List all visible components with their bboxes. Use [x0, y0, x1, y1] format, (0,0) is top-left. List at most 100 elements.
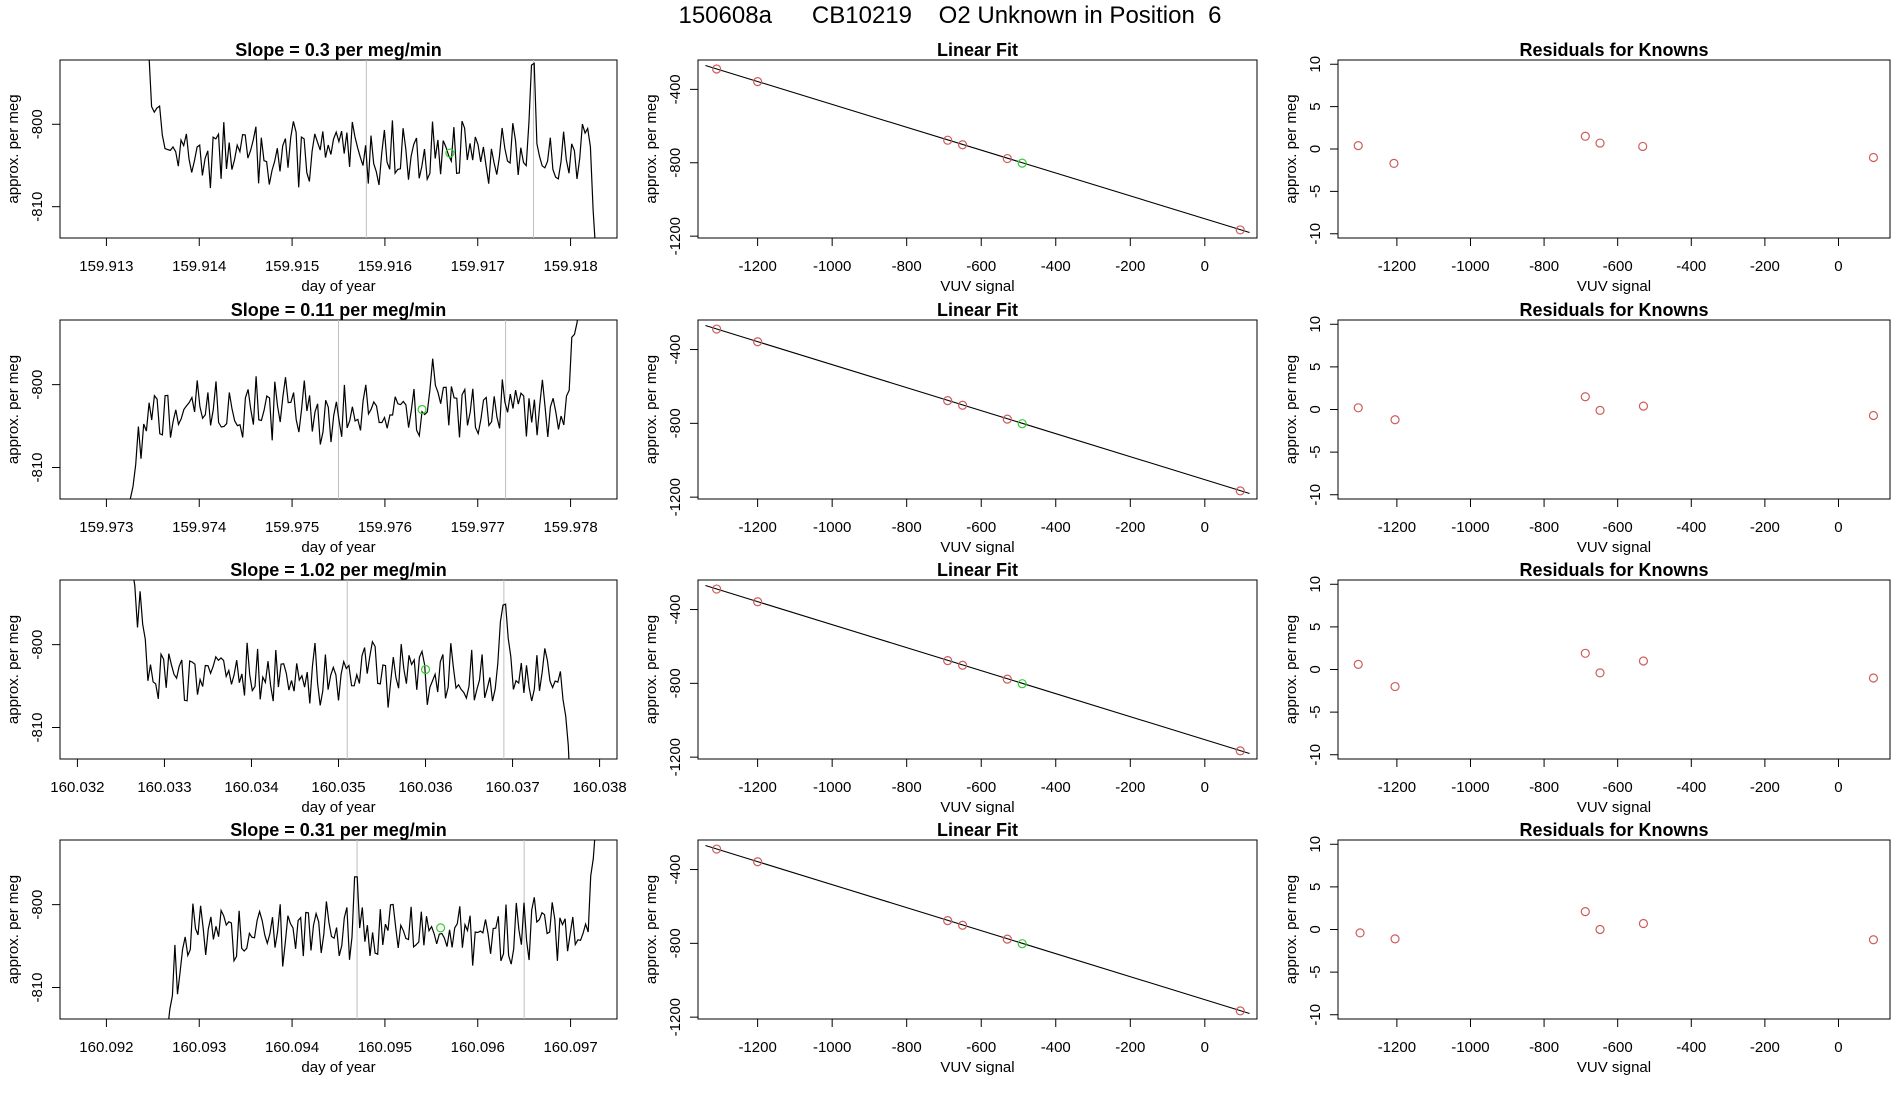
known-standard-point [1002, 414, 1012, 424]
y-tick-label: 0 [1307, 145, 1324, 153]
page-title: 150608a CB10219 O2 Unknown in Position 6 [678, 2, 1222, 29]
x-tick-label: -200 [1750, 258, 1780, 275]
y-tick-label: -800 [667, 408, 684, 438]
x-tick-label: -800 [892, 779, 922, 796]
x-axis-ticks: 159.913 159.914 159.915 159.916 159.917 159.9… [79, 237, 598, 275]
x-tick-label: -800 [892, 258, 922, 275]
x-tick-label: -600 [1603, 779, 1633, 796]
y-tick-label: 10 [1307, 576, 1324, 593]
plot-area [133, 580, 570, 759]
x-tick-label: -1000 [1451, 258, 1489, 275]
x-tick-label: 160.038 [572, 779, 626, 796]
y-tick-label: -10 [1307, 744, 1324, 766]
residual-point [1389, 158, 1399, 169]
y-axis-ticks: -1200 -800 -400 [667, 855, 698, 1036]
y-axis-label: approx. per meg [5, 94, 22, 203]
y-tick-label: -10 [1307, 1004, 1324, 1026]
x-tick-label: -1200 [1378, 258, 1416, 275]
signal-trace [133, 580, 570, 759]
panel-title: Slope = 0.3 per meg/min [235, 40, 442, 60]
known-standard-point [753, 857, 763, 867]
x-axis-ticks: 160.032 160.033 160.034 160.035 160.036 160.0… [50, 758, 627, 796]
fit-line [705, 585, 1250, 754]
x-axis-label: VUV signal [940, 539, 1014, 556]
x-axis-label: day of year [301, 278, 375, 295]
unknown-sample-point [417, 404, 427, 415]
x-tick-label: -1200 [1378, 779, 1416, 796]
signal-trace [129, 320, 578, 499]
known-standard-point [753, 597, 763, 607]
known-standard-point [712, 64, 722, 74]
x-tick-label: -200 [1750, 779, 1780, 796]
panel-title: Residuals for Knowns [1519, 300, 1708, 320]
x-tick-label: -1000 [1451, 779, 1489, 796]
y-tick-label: -800 [667, 928, 684, 958]
plot-frame [1337, 319, 1891, 500]
x-tick-label: 159.917 [451, 258, 505, 275]
residual-point [1595, 138, 1605, 148]
y-tick-label: -800 [29, 630, 46, 660]
x-tick-label: 0 [1834, 519, 1842, 536]
panel-linear_fit-row-2: Linear Fit VUV signal approx. per meg -1200… [643, 300, 1258, 556]
x-tick-label: -600 [966, 1039, 996, 1056]
x-tick-label: 0 [1201, 258, 1209, 275]
y-tick-label: -810 [29, 712, 46, 742]
x-tick-label: -1000 [1451, 1039, 1489, 1056]
x-tick-label: 159.977 [451, 519, 505, 536]
x-tick-label: 160.097 [543, 1039, 597, 1056]
panel-title: Linear Fit [937, 300, 1018, 320]
x-tick-label: 159.914 [172, 258, 226, 275]
x-tick-label: -1000 [1451, 519, 1489, 536]
x-tick-label: 160.033 [137, 779, 191, 796]
fit-line [705, 64, 1250, 234]
y-axis-ticks: -10 -5 0 5 10 [1307, 576, 1338, 766]
known-standard-point [943, 656, 953, 666]
y-tick-label: -800 [29, 890, 46, 920]
panel-title: Slope = 1.02 per meg/min [230, 560, 447, 580]
y-axis-ticks: -810 -800 [29, 890, 60, 1003]
plot-frame [697, 839, 1258, 1020]
x-axis-label: VUV signal [940, 278, 1014, 295]
known-standard-point [943, 396, 953, 406]
x-tick-label: -1000 [813, 779, 851, 796]
x-tick-label: 159.974 [172, 519, 226, 536]
plot-area [1353, 648, 1879, 692]
y-axis-ticks: -10 -5 0 5 10 [1307, 316, 1338, 506]
y-axis-ticks: -1200 -800 -400 [667, 595, 698, 776]
x-tick-label: 159.973 [79, 519, 133, 536]
known-standard-point [753, 337, 763, 347]
residual-point [1638, 918, 1649, 929]
plot-frame [1337, 839, 1891, 1020]
y-axis-label: approx. per meg [1283, 355, 1300, 464]
known-standard-point [1002, 153, 1012, 164]
y-tick-label: -5 [1307, 705, 1324, 718]
panel-residuals-row-1: Residuals for Knowns VUV signal approx. pe… [1283, 40, 1891, 295]
unknown-sample-point [1017, 419, 1027, 429]
y-tick-label: -5 [1307, 445, 1324, 458]
y-tick-label: -400 [667, 595, 684, 625]
y-axis-ticks: -10 -5 0 5 10 [1307, 56, 1338, 245]
residual-point [1355, 928, 1365, 938]
panel-title: Slope = 0.11 per meg/min [231, 300, 447, 320]
x-tick-label: -800 [892, 519, 922, 536]
y-tick-label: 5 [1307, 363, 1324, 371]
x-axis-ticks: -1200 -1000 -800 -600 -400 -200 0 [738, 498, 1209, 536]
x-axis-ticks: -1200 -1000 -800 -600 -400 -200 0 [1378, 237, 1843, 275]
x-tick-label: -1200 [738, 519, 776, 536]
residual-point [1638, 656, 1649, 666]
residual-point [1868, 673, 1879, 683]
known-standard-point [753, 77, 763, 87]
residual-point [1868, 935, 1879, 945]
x-tick-label: 160.032 [50, 779, 104, 796]
y-tick-label: -5 [1307, 185, 1324, 198]
signal-trace [168, 840, 596, 1019]
known-standard-point [1235, 1006, 1245, 1016]
panel-residuals-row-3: Residuals for Knowns VUV signal approx. pe… [1283, 560, 1891, 816]
y-axis-ticks: -810 -800 [29, 370, 60, 483]
unknown-sample-point [1017, 679, 1027, 689]
x-tick-label: -400 [1041, 1039, 1071, 1056]
y-tick-label: -10 [1307, 484, 1324, 506]
plot-area [168, 840, 596, 1019]
x-tick-label: 160.034 [224, 779, 278, 796]
residual-point [1868, 152, 1879, 163]
